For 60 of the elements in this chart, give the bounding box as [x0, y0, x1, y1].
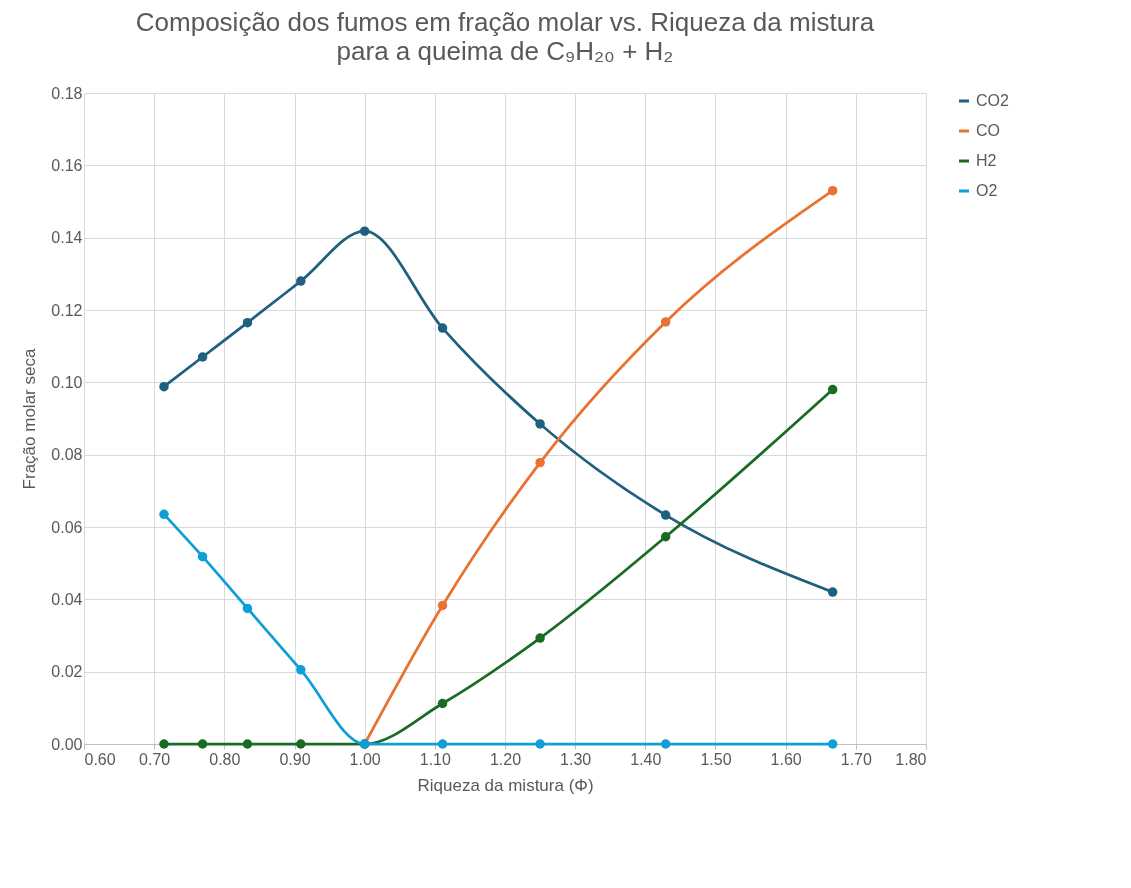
legend-label: CO	[976, 122, 1000, 139]
x-tick-label: 1.60	[770, 750, 802, 768]
point	[827, 384, 838, 395]
x-axis-title: Riqueza da mistura (Φ)	[417, 775, 594, 795]
point	[827, 587, 838, 597]
y-tick-label: 0.10	[51, 373, 83, 391]
point	[242, 603, 253, 614]
y-tick-label: 0.08	[51, 446, 83, 464]
chart-subtitle: para a queima de C₉H₂₀ + H₂	[336, 36, 674, 66]
point	[660, 510, 671, 520]
y-tick-label: 0.16	[51, 156, 83, 174]
point	[242, 317, 253, 328]
point	[535, 739, 545, 749]
x-tick-label: 1.70	[840, 750, 873, 768]
point	[660, 317, 671, 327]
point	[437, 323, 448, 333]
x-tick-label: 0.60	[84, 750, 116, 768]
x-tick-label: 0.80	[209, 750, 241, 768]
legend-label: CO2	[976, 92, 1009, 109]
point	[535, 419, 545, 429]
point	[197, 739, 208, 749]
point	[827, 739, 838, 749]
x-tick-label: 1.30	[560, 750, 592, 768]
y-tick-label: 0.04	[51, 590, 83, 608]
x-tick-label: 1.00	[349, 750, 381, 768]
x-tick-label: 1.50	[700, 750, 732, 768]
point	[437, 698, 448, 709]
x-tick-label: 1.20	[489, 750, 522, 768]
point	[827, 185, 838, 196]
point	[159, 381, 169, 392]
legend-label: H2	[976, 152, 997, 169]
point	[197, 551, 208, 562]
point	[296, 665, 306, 675]
x-tick-label: 1.40	[630, 750, 662, 768]
y-tick-label: 0.14	[51, 229, 83, 247]
chart-title: Composição dos fumos em fração molar vs. Riqueza da mistura	[135, 7, 875, 37]
y-tick-label: 0.00	[51, 735, 83, 753]
legend-label: O2	[976, 182, 998, 199]
point	[535, 457, 545, 468]
y-tick-label: 0.06	[51, 518, 83, 536]
point	[359, 226, 370, 236]
y-axis-title: Fração molar seca	[20, 348, 40, 490]
point	[159, 509, 169, 520]
point	[660, 739, 671, 749]
x-tick-label: 0.90	[279, 750, 311, 768]
point	[660, 532, 671, 542]
point	[535, 633, 545, 643]
point	[159, 739, 169, 749]
point	[437, 739, 448, 749]
y-tick-label: 0.02	[51, 663, 83, 681]
y-tick-label: 0.18	[51, 84, 83, 102]
x-tick-label: 0.70	[139, 750, 171, 768]
x-tick-label: 1.10	[419, 750, 452, 768]
point	[296, 276, 306, 286]
y-tick-label: 0.12	[51, 301, 83, 319]
point	[197, 352, 208, 362]
point	[437, 600, 448, 611]
point	[242, 739, 253, 749]
point	[296, 739, 306, 749]
x-tick-label: 1.80	[895, 750, 927, 768]
